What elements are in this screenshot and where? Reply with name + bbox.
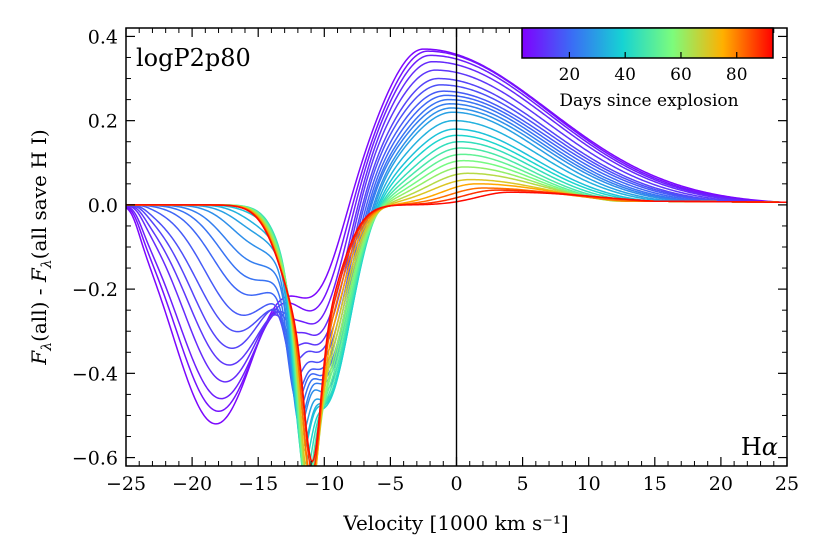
x-tick-label: 25 (775, 473, 799, 495)
y-tick-label: 0.0 (88, 195, 118, 217)
y-axis-title: Fλ(all) - Fλ(all save H I) (27, 129, 55, 365)
y-axis-ticks: −0.6 −0.4 −0.2 0.0 0.2 0.4 (72, 26, 787, 470)
colorbar-tick-label: 60 (670, 65, 692, 85)
colorbar: 20 40 60 80 Days since explosion (521, 27, 774, 111)
y-tick-label: −0.4 (72, 363, 118, 385)
colorbar-tick-label: 80 (726, 65, 748, 85)
x-tick-label: 0 (450, 473, 462, 495)
colorbar-label: Days since explosion (559, 91, 738, 111)
x-axis-ticks: −25 −20 −15 −10 −5 0 5 10 15 20 25 (106, 28, 799, 495)
colorbar-gradient (521, 27, 774, 59)
x-tick-label: 20 (709, 473, 733, 495)
line-label: Hα (741, 433, 778, 461)
x-tick-label: −10 (304, 473, 344, 495)
model-label: logP2p80 (136, 44, 251, 72)
colorbar-tick-label: 40 (614, 65, 636, 85)
y-tick-label: −0.6 (72, 448, 118, 470)
x-tick-label: 15 (643, 473, 667, 495)
x-tick-label: −15 (238, 473, 278, 495)
y-tick-label: 0.2 (88, 111, 118, 133)
x-tick-label: −5 (376, 473, 404, 495)
x-tick-label: −20 (172, 473, 212, 495)
colorbar-tick-label: 20 (559, 65, 581, 85)
x-tick-label: −25 (106, 473, 146, 495)
x-tick-label: 5 (517, 473, 529, 495)
x-tick-label: 10 (577, 473, 601, 495)
colorbar-ticks: 20 40 60 80 (559, 52, 748, 85)
y-tick-label: 0.4 (88, 26, 118, 48)
y-tick-label: −0.2 (72, 279, 118, 301)
x-axis-title: Velocity [1000 km s⁻¹] (342, 511, 568, 535)
